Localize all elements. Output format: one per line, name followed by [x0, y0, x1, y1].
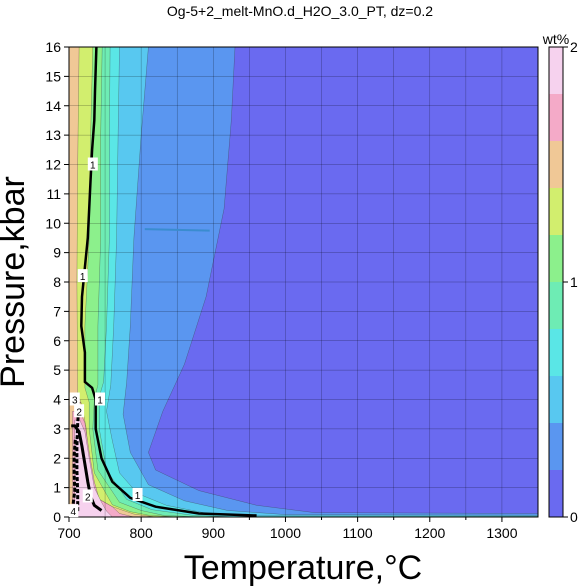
contour-label-4: 2: [82, 489, 93, 503]
contour-label-6: 3: [69, 392, 80, 407]
y-tick-label: 0: [53, 509, 61, 525]
y-tick-label: 1: [53, 480, 61, 496]
contour-label-0: 1: [87, 157, 98, 172]
x-axis-title: Temperature,°C: [184, 549, 422, 587]
y-axis-title: Pressure,kbar: [0, 176, 32, 388]
contour-label-7: 4: [68, 504, 79, 518]
contour-label-bg: [77, 269, 88, 283]
y-tick-label: 13: [45, 127, 61, 143]
plot-area: [69, 47, 538, 517]
x-tick-label: 900: [202, 525, 226, 541]
contour-label-text: 3: [72, 396, 78, 407]
x-tick-label: 1000: [270, 525, 301, 541]
x-tick-label: 1300: [486, 525, 517, 541]
x-axis-ticks: 700 800 900 1000 1100 1200 1300: [57, 517, 518, 541]
y-tick-label: 9: [53, 245, 61, 261]
contour-label-bg: [132, 487, 143, 501]
y-tick-label: 14: [45, 98, 61, 114]
colorbar-swatch-5: [549, 235, 563, 282]
colorbar-swatch-8: [549, 94, 563, 141]
contour-label-text: 4: [71, 507, 77, 518]
contour-label-text: 1: [80, 272, 86, 283]
x-tick-label: 800: [129, 525, 153, 541]
contour-label-bg: [82, 489, 93, 503]
chart-title: Og-5+2_melt-MnO.d_H2O_3.0_PT, dz=0.2: [167, 3, 433, 19]
y-tick-label: 10: [45, 215, 61, 231]
contour-label-text: 1: [97, 396, 103, 407]
colorbar: 0 1 2: [548, 39, 578, 525]
colorbar-swatch-3: [549, 329, 563, 376]
grid-lines: [69, 47, 538, 517]
contour-label-bg: [95, 392, 106, 406]
y-tick-label: 12: [45, 157, 61, 173]
y-tick-label: 8: [53, 274, 61, 290]
x-tick-label: 700: [57, 525, 81, 541]
y-tick-label: 7: [53, 303, 61, 319]
colorbar-swatch-1: [549, 423, 563, 470]
contour-line-3-2: [75, 402, 81, 512]
colorbar-swatch-4: [549, 282, 563, 329]
contour-label-bg: [87, 157, 98, 171]
contour-label-bg: [69, 392, 80, 406]
y-tick-label: 2: [53, 450, 61, 466]
y-tick-label: 5: [53, 362, 61, 378]
y-tick-label: 3: [53, 421, 61, 437]
contour-line-2-1: [71, 424, 103, 512]
y-tick-label: 4: [53, 392, 61, 408]
contour-label-5: 2: [74, 404, 85, 418]
contour-label-text: 1: [90, 161, 96, 172]
contour-label-text: 2: [76, 407, 82, 418]
contour-label-2: 1: [132, 487, 143, 502]
contour-label-text: 1: [135, 491, 141, 502]
colorbar-tick-label: 1: [570, 274, 578, 290]
y-tick-label: 11: [46, 186, 61, 202]
artifact-line: [144, 228, 210, 232]
colorbar-tick-label: 0: [570, 509, 578, 525]
contour-label-3: 1: [95, 392, 106, 407]
contour-label-1: 1: [77, 269, 88, 283]
colorbar-swatch-9: [549, 47, 563, 94]
contour-label-text: 2: [85, 492, 91, 503]
contour-label-bg: [74, 404, 85, 418]
y-tick-label: 15: [45, 68, 61, 84]
x-tick-label: 1100: [343, 525, 373, 541]
x-tick-label: 1200: [414, 525, 445, 541]
colorbar-swatch-0: [549, 470, 563, 517]
colorbar-swatch-7: [549, 141, 563, 188]
y-tick-label: 16: [45, 39, 61, 55]
colorbar-title: wt%: [542, 31, 569, 47]
colorbar-swatch-6: [549, 188, 563, 235]
colorbar-tick-label: 2: [570, 39, 578, 55]
colorbar-swatch-2: [549, 376, 563, 423]
y-tick-label: 6: [53, 333, 61, 349]
contour-label-bg: [68, 504, 79, 518]
